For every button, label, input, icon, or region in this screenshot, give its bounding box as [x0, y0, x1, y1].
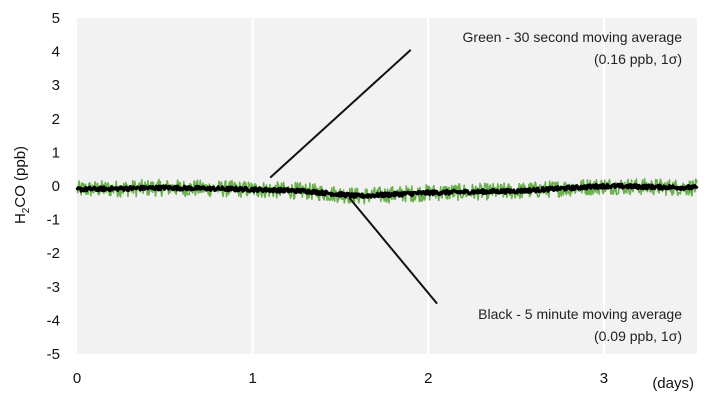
x-unit-label: (days) [652, 375, 694, 392]
x-tick-labels: 0 1 2 3 [73, 370, 608, 387]
x-tick-label-1: 1 [248, 370, 256, 387]
x-tick-label-0: 0 [73, 370, 81, 387]
y-tick-labels: 5 4 3 2 1 0 -1 -2 -3 -4 -5 [47, 10, 60, 363]
annotation-black-line2: (0.09 ppb, 1σ) [594, 328, 682, 344]
x-tick-label-3: 3 [600, 370, 608, 387]
y-tick-label-9: -4 [47, 312, 60, 329]
y-tick-label-3: 2 [52, 111, 60, 128]
y-tick-label-5: 0 [52, 178, 60, 195]
series-1-line [75, 182, 699, 199]
y-tick-label-8: -3 [47, 279, 60, 296]
y-tick-label-2: 3 [52, 77, 60, 94]
y-tick-label-10: -5 [47, 346, 60, 363]
y-tick-label-6: -1 [47, 212, 60, 229]
y-axis-label: H2CO (ppb) [12, 146, 32, 224]
y-tick-label-4: 1 [52, 144, 60, 161]
series-layer [75, 177, 699, 205]
y-tick-label-7: -2 [47, 245, 60, 262]
annotation-black-line1: Black - 5 minute moving average [478, 306, 682, 322]
x-tick-label-2: 2 [424, 370, 432, 387]
y-tick-label-0: 5 [52, 10, 60, 27]
annotation-green-line2: (0.16 ppb, 1σ) [594, 51, 682, 67]
y-tick-label-1: 4 [52, 44, 60, 61]
annotation-green-line1: Green - 30 second moving average [463, 29, 683, 45]
annotation-leader-1 [348, 197, 438, 305]
annotation-lines [269, 49, 438, 305]
annotation-leader-0 [269, 49, 412, 179]
